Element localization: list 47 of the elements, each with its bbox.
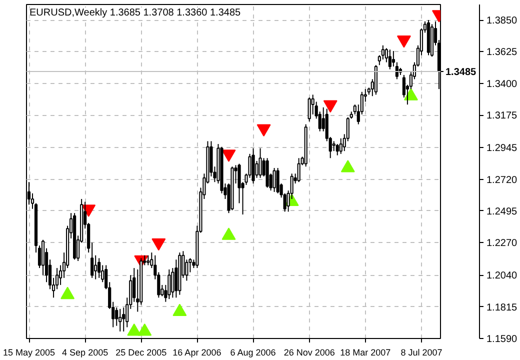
x-tick-label: 8 Jul 2007 [400,348,442,358]
y-tick-label: 1.2945 [486,143,518,154]
candlestick [388,49,392,70]
y-tick-label: 1.2720 [486,174,518,186]
ref-line-label: 1.3485 [446,66,477,78]
point [323,100,338,113]
point [127,323,142,336]
candlestick [308,97,311,122]
point [60,286,75,300]
y-tick-label: 1.2270 [486,238,518,250]
y-tick-label: 1.3175 [486,110,518,122]
y-tick-label: 1.3850 [486,16,518,26]
candlestick [332,140,336,152]
candlestick [276,167,280,194]
x-tick-label: 25 Dec 2005 [116,348,167,358]
y-tick-label: 1.1815 [486,302,518,314]
candlestick [311,94,314,115]
point [256,124,271,137]
point [138,323,152,336]
candlestick [118,308,122,332]
candlestick [98,258,101,278]
chart-title: EURUSD,Weekly 1.3685 1.3708 1.3360 1.3485 [30,8,242,18]
y-tick-label: 1.3625 [486,47,518,58]
point [172,304,187,316]
candlestick [174,259,178,298]
candlestick [297,158,300,183]
candlestick [122,306,126,332]
candlestick [146,254,150,266]
y-tick-label: 1.3400 [486,78,518,90]
y-tick-label: 1.2040 [486,270,518,282]
y-tick-label: 1.1590 [486,334,518,345]
candlestick [339,138,342,154]
x-tick-label: 4 Sep 2005 [62,348,108,358]
point [396,35,411,48]
candlestick [272,167,276,192]
x-tick-label: 6 Aug 2006 [230,348,276,358]
candlestick [336,144,339,156]
y-tick-label: 1.2495 [486,206,518,218]
x-tick-label: 15 May 2005 [2,348,56,358]
x-tick-label: 26 Nov 2006 [284,348,335,358]
candlestick [94,254,98,280]
candlestick [185,259,188,282]
x-tick-label: 16 Apr 2006 [172,348,222,358]
candlestick [168,268,171,300]
point [222,228,236,240]
x-tick-label: 18 Mar 2007 [340,348,391,358]
candlestick [258,148,262,178]
